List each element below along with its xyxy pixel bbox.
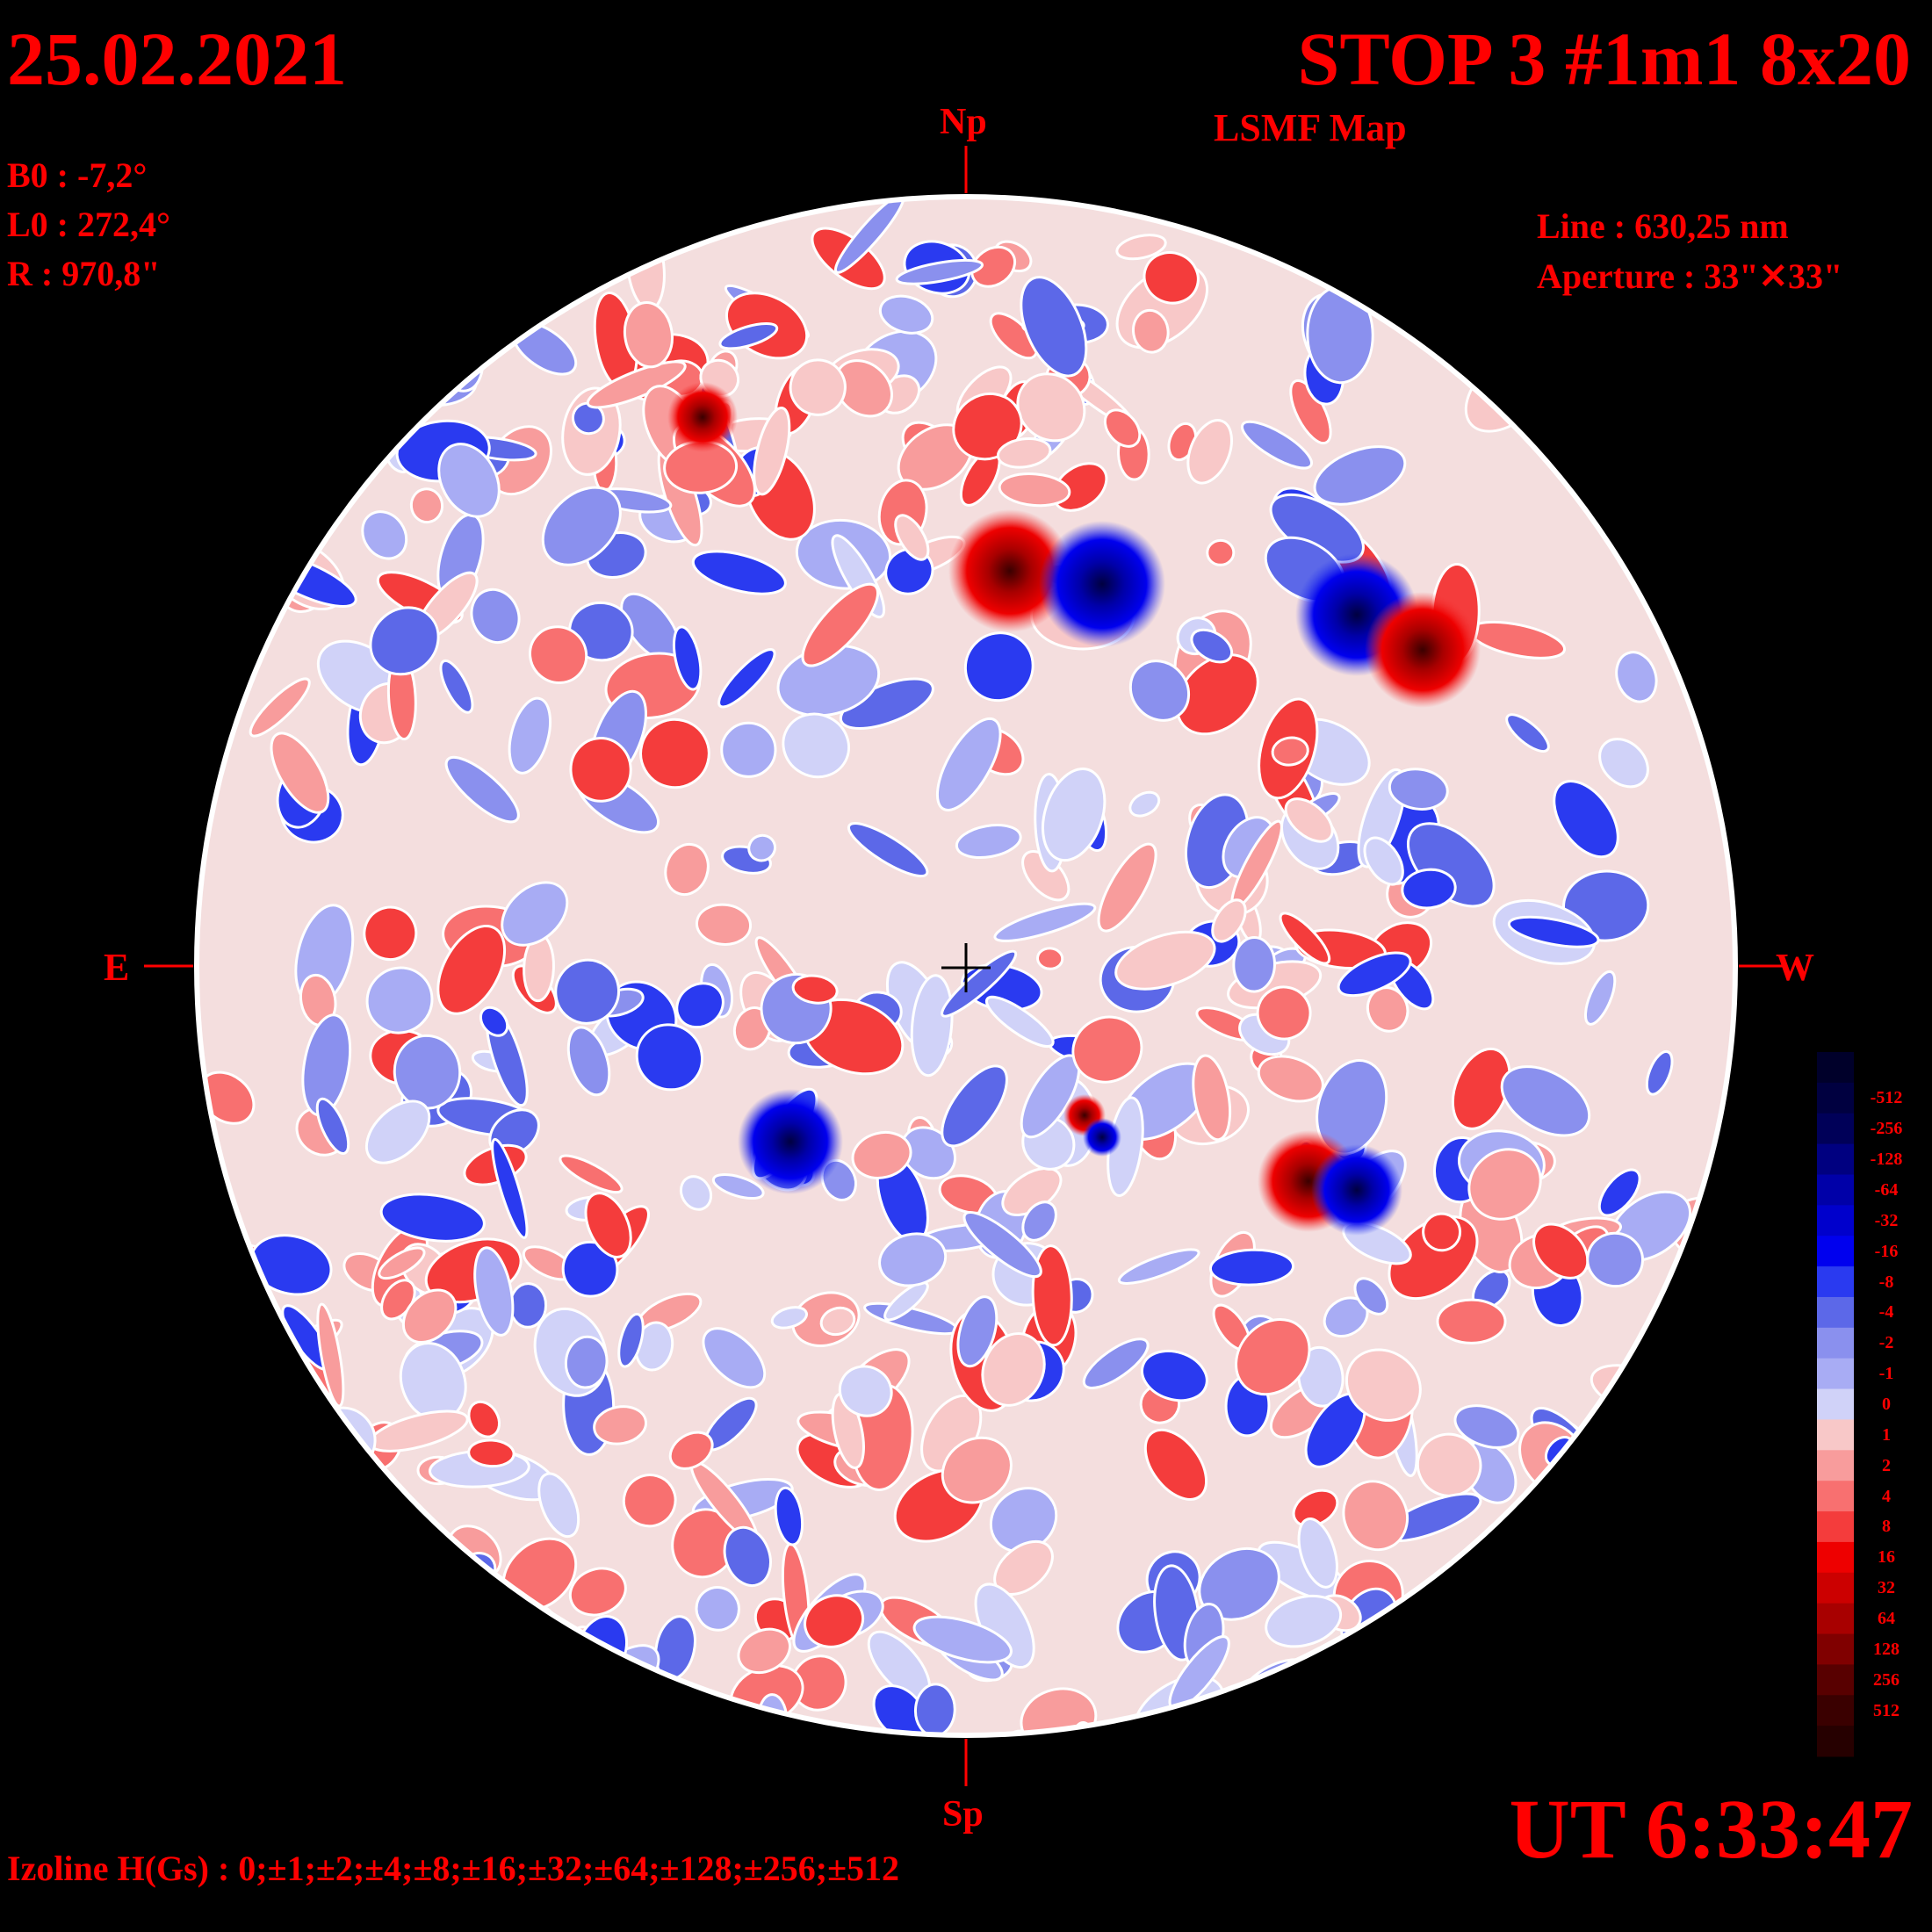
legend-label: -64 bbox=[1874, 1179, 1899, 1200]
center-crosshair bbox=[941, 943, 991, 992]
legend-label: -32 bbox=[1874, 1210, 1899, 1230]
legend-swatch bbox=[1817, 1236, 1854, 1267]
legend-label: 16 bbox=[1878, 1547, 1895, 1568]
legend-label: -256 bbox=[1870, 1119, 1903, 1139]
legend-label: 2 bbox=[1882, 1455, 1891, 1475]
west-label: W bbox=[1776, 946, 1814, 989]
legend-label: 0 bbox=[1882, 1395, 1891, 1414]
legend-label: 32 bbox=[1878, 1578, 1895, 1598]
spectral-line: Line : 630,25 nm bbox=[1537, 206, 1789, 246]
legend-swatch bbox=[1817, 1052, 1854, 1084]
north-pole-label: Np bbox=[940, 102, 987, 142]
legend-swatch bbox=[1817, 1664, 1854, 1696]
l0-parameter: L0 : 272,4° bbox=[7, 205, 170, 244]
legend-swatch bbox=[1817, 1113, 1854, 1145]
legend-label: 64 bbox=[1878, 1609, 1895, 1629]
observation-date: 25.02.2021 bbox=[7, 17, 347, 101]
legend-swatch bbox=[1817, 1174, 1854, 1206]
legend-label: -8 bbox=[1878, 1272, 1894, 1292]
legend-swatch bbox=[1817, 1358, 1854, 1390]
legend-label: 512 bbox=[1873, 1700, 1900, 1720]
legend-label: 8 bbox=[1882, 1517, 1891, 1537]
east-label: E bbox=[104, 946, 130, 989]
map-title: STOP 3 #1m1 8x20 bbox=[1297, 17, 1911, 101]
legend-swatch bbox=[1817, 1327, 1854, 1359]
legend-colorbar bbox=[1817, 1052, 1854, 1757]
legend-label: -512 bbox=[1870, 1088, 1903, 1108]
legend-label: 256 bbox=[1873, 1669, 1900, 1690]
legend-swatch bbox=[1817, 1205, 1854, 1236]
map-subtitle: LSMF Map bbox=[1214, 106, 1407, 149]
isoline-levels: Izoline H(Gs) : 0;±1;±2;±4;±8;±16;±32;±6… bbox=[7, 1849, 900, 1888]
legend-label: -1 bbox=[1878, 1364, 1894, 1384]
legend-label: 1 bbox=[1882, 1424, 1891, 1445]
universal-time: UT 6:33:47 bbox=[1509, 1782, 1913, 1876]
legend-swatch bbox=[1817, 1082, 1854, 1114]
legend-swatch bbox=[1817, 1695, 1854, 1727]
legend-swatch bbox=[1817, 1450, 1854, 1481]
legend-label: -4 bbox=[1878, 1302, 1894, 1323]
legend-label: 128 bbox=[1873, 1639, 1900, 1659]
b0-parameter: B0 : -7,2° bbox=[7, 155, 148, 195]
legend-swatch bbox=[1817, 1511, 1854, 1543]
radius-parameter: R : 970,8" bbox=[7, 254, 161, 293]
legend-swatch bbox=[1817, 1388, 1854, 1420]
legend-swatch bbox=[1817, 1726, 1854, 1757]
legend-swatch bbox=[1817, 1541, 1854, 1574]
legend-label: -16 bbox=[1874, 1241, 1899, 1261]
legend-swatch bbox=[1817, 1633, 1854, 1665]
legend-label: -128 bbox=[1870, 1150, 1903, 1170]
legend-swatch bbox=[1817, 1266, 1854, 1298]
legend-swatch bbox=[1817, 1572, 1854, 1604]
legend-swatch bbox=[1817, 1603, 1854, 1635]
aperture-size: Aperture : 33"✕33" bbox=[1537, 256, 1843, 296]
disk-limb bbox=[194, 194, 1738, 1738]
legend-swatch bbox=[1817, 1143, 1854, 1175]
legend-swatch bbox=[1817, 1481, 1854, 1512]
south-pole-label: Sp bbox=[942, 1794, 984, 1835]
legend-label: 4 bbox=[1882, 1486, 1891, 1506]
legend-swatch bbox=[1817, 1419, 1854, 1451]
legend-swatch bbox=[1817, 1296, 1854, 1329]
legend-label: -2 bbox=[1878, 1333, 1894, 1353]
